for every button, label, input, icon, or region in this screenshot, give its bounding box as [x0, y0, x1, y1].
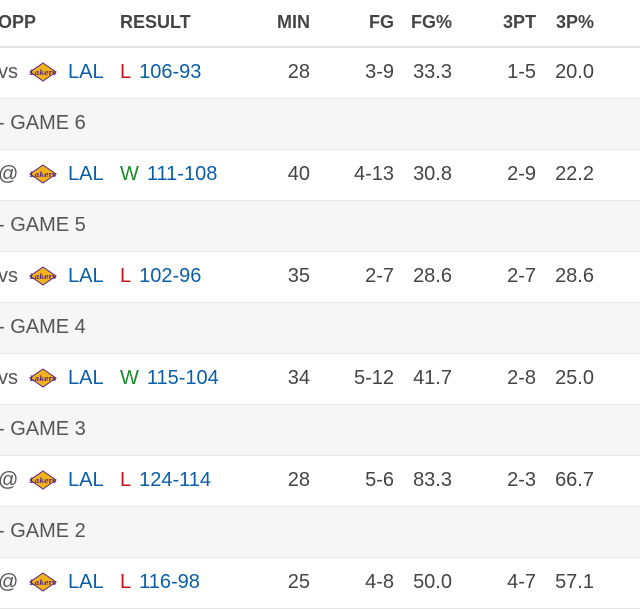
fg-value: 4-13 — [353, 163, 394, 185]
game-number-label: - GAME 6 — [0, 112, 86, 134]
opp-indicator: vs — [0, 367, 18, 389]
header-opp: OPP — [0, 12, 37, 32]
game-number-label: - GAME 5 — [0, 214, 86, 236]
lakers-logo-icon: Lakers — [28, 266, 58, 286]
game-separator-row: - GAME 3 — [0, 405, 640, 456]
minutes-value: 35 — [287, 265, 310, 287]
fg-pct-value: 33.3 — [413, 61, 452, 83]
minutes-value: 28 — [287, 469, 310, 491]
game-number-label: - GAME 2 — [0, 520, 86, 542]
header-fg: FG — [369, 12, 394, 32]
game-separator-row: - GAME 6 — [0, 99, 640, 150]
table-header: OPP RESULT MIN FG FG% 3PT 3P% — [0, 0, 640, 48]
three-pct-value: 20.0 — [555, 61, 594, 83]
fg-value: 3-9 — [365, 61, 394, 83]
three-pct-value: 28.6 — [555, 265, 594, 287]
minutes-value: 34 — [287, 367, 310, 389]
table-row[interactable]: @ Lakers LAL L 124-114 28 5-6 83.3 2-3 66… — [0, 456, 640, 507]
opponent-team-link[interactable]: LAL — [68, 163, 104, 185]
fg-pct-value: 28.6 — [413, 265, 452, 287]
game-score-link[interactable]: 102-96 — [139, 265, 202, 287]
three-pct-value: 66.7 — [555, 469, 594, 491]
svg-text:Lakers: Lakers — [29, 272, 56, 281]
header-fg-pct: FG% — [410, 12, 452, 32]
table-row[interactable]: vs Lakers LAL L 102-96 35 2-7 28.6 2-7 28… — [0, 252, 640, 303]
game-separator-row: - GAME 2 — [0, 507, 640, 558]
game-number-label: - GAME 3 — [0, 418, 86, 440]
opp-indicator: @ — [0, 163, 19, 185]
lakers-logo-icon: Lakers — [28, 62, 58, 82]
lakers-logo-icon: Lakers — [28, 368, 58, 388]
opp-indicator: @ — [0, 469, 19, 491]
table-row[interactable]: @ Lakers LAL L 116-98 25 4-8 50.0 4-7 57.… — [0, 558, 640, 609]
game-result[interactable]: L 102-96 — [120, 265, 201, 288]
minutes-value: 25 — [287, 571, 310, 593]
table-row[interactable]: vs Lakers LAL L 106-93 28 3-9 33.3 1-5 20… — [0, 48, 640, 99]
svg-text:Lakers: Lakers — [29, 374, 56, 383]
table-body: vs Lakers LAL L 106-93 28 3-9 33.3 1-5 20… — [0, 48, 640, 609]
game-separator-row: - GAME 4 — [0, 303, 640, 354]
svg-text:Lakers: Lakers — [29, 68, 56, 77]
three-pt-value: 2-8 — [507, 367, 536, 389]
game-score-link[interactable]: 111-108 — [146, 163, 218, 185]
game-score-link[interactable]: 116-98 — [139, 571, 200, 593]
fg-value: 2-7 — [365, 265, 394, 287]
three-pt-value: 2-3 — [507, 469, 536, 491]
fg-pct-value: 50.0 — [413, 571, 452, 593]
game-result[interactable]: L 124-114 — [120, 469, 211, 492]
header-result: RESULT — [120, 12, 191, 32]
table-row[interactable]: @ Lakers LAL W 111-108 40 4-13 30.8 2-9 2… — [0, 150, 640, 201]
win-loss-indicator: L — [120, 469, 132, 491]
game-result[interactable]: L 106-93 — [120, 61, 201, 84]
win-loss-indicator: W — [120, 367, 139, 389]
header-3p-pct: 3P% — [555, 12, 594, 32]
opp-indicator: vs — [0, 265, 18, 287]
three-pct-value: 57.1 — [555, 571, 594, 593]
minutes-value: 40 — [287, 163, 310, 185]
win-loss-indicator: L — [120, 265, 132, 287]
opponent-team-link[interactable]: LAL — [68, 367, 104, 389]
opponent-team-link[interactable]: LAL — [68, 61, 104, 83]
lakers-logo-icon: Lakers — [28, 572, 58, 592]
opp-indicator: @ — [0, 571, 19, 593]
fg-pct-value: 83.3 — [413, 469, 452, 491]
opp-indicator: vs — [0, 61, 18, 83]
fg-value: 4-8 — [365, 571, 394, 593]
game-result[interactable]: W 115-104 — [120, 367, 219, 390]
three-pt-value: 2-9 — [507, 163, 536, 185]
header-3pt: 3PT — [502, 12, 536, 32]
fg-pct-value: 41.7 — [413, 367, 452, 389]
fg-value: 5-6 — [365, 469, 394, 491]
three-pt-value: 4-7 — [507, 571, 536, 593]
three-pct-value: 22.2 — [555, 163, 594, 185]
header-min: MIN — [277, 12, 310, 32]
game-result[interactable]: L 116-98 — [120, 571, 200, 594]
svg-text:Lakers: Lakers — [29, 476, 56, 485]
win-loss-indicator: L — [120, 61, 132, 83]
svg-text:Lakers: Lakers — [29, 578, 56, 587]
svg-text:Lakers: Lakers — [29, 170, 56, 179]
opponent-team-link[interactable]: LAL — [68, 469, 104, 491]
win-loss-indicator: L — [120, 571, 132, 593]
fg-pct-value: 30.8 — [413, 163, 452, 185]
table-row[interactable]: vs Lakers LAL W 115-104 34 5-12 41.7 2-8 … — [0, 354, 640, 405]
fg-value: 5-12 — [353, 367, 394, 389]
game-separator-row: - GAME 5 — [0, 201, 640, 252]
lakers-logo-icon: Lakers — [28, 470, 58, 490]
minutes-value: 28 — [287, 61, 310, 83]
game-score-link[interactable]: 124-114 — [139, 469, 212, 491]
game-score-link[interactable]: 106-93 — [139, 61, 202, 83]
opponent-team-link[interactable]: LAL — [68, 571, 104, 593]
game-result[interactable]: W 111-108 — [120, 163, 217, 186]
three-pt-value: 1-5 — [507, 61, 536, 83]
game-number-label: - GAME 4 — [0, 316, 86, 338]
three-pct-value: 25.0 — [555, 367, 594, 389]
game-score-link[interactable]: 115-104 — [146, 367, 219, 389]
opponent-team-link[interactable]: LAL — [68, 265, 104, 287]
win-loss-indicator: W — [120, 163, 139, 185]
three-pt-value: 2-7 — [507, 265, 536, 287]
lakers-logo-icon: Lakers — [28, 164, 58, 184]
